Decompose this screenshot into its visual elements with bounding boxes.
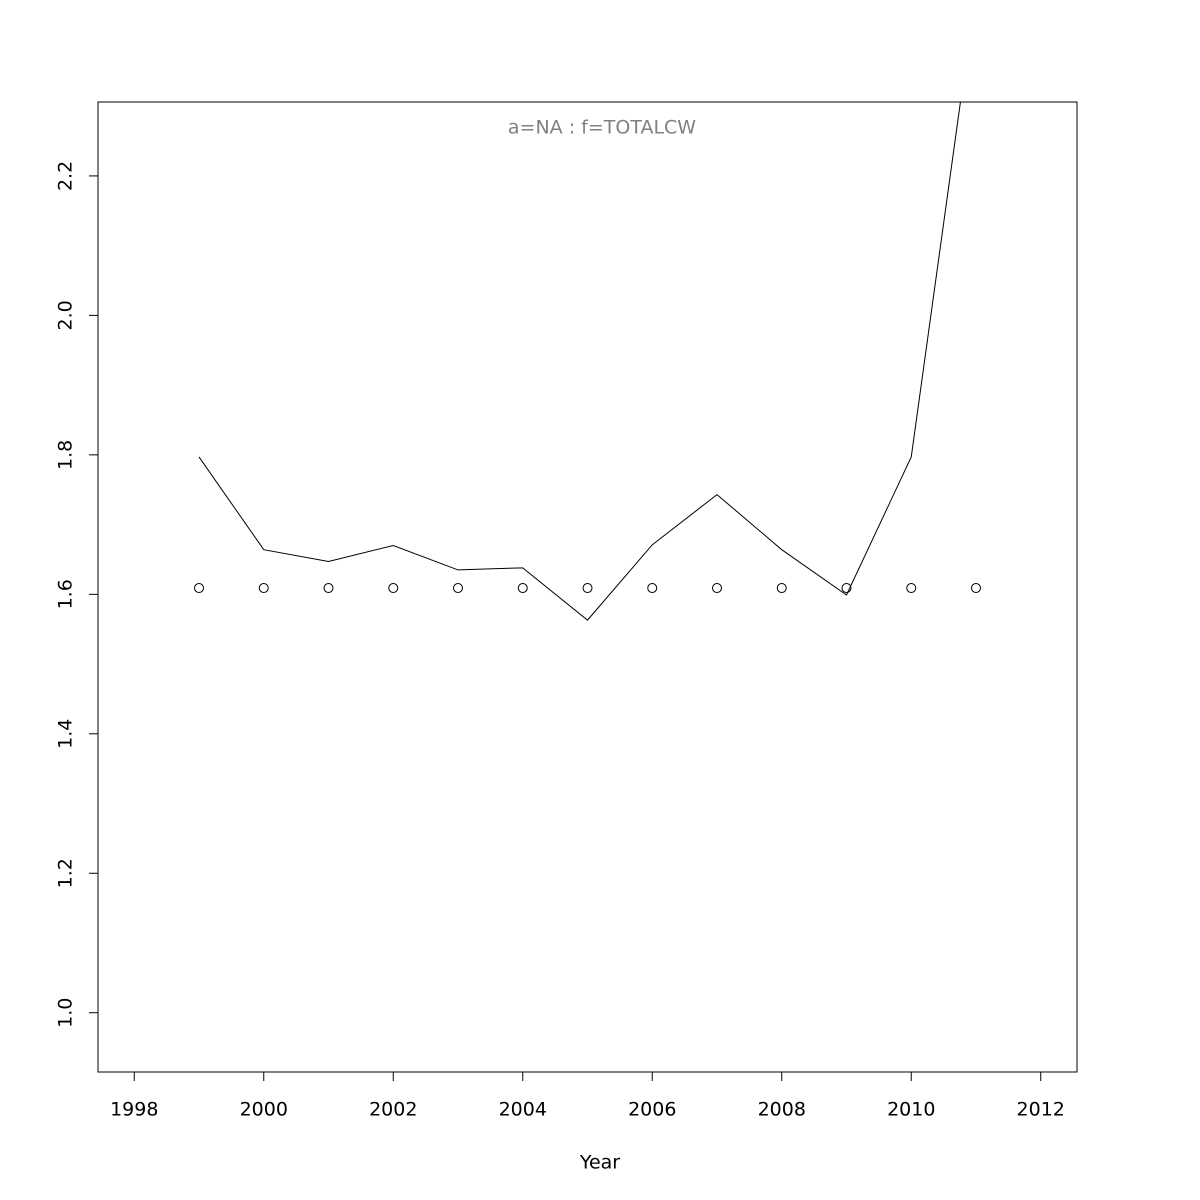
- data-point: [647, 583, 658, 594]
- y-tick-label: 2.0: [55, 300, 77, 330]
- y-tick-label: 1.4: [55, 719, 77, 749]
- data-point: [582, 583, 593, 594]
- data-point: [453, 583, 464, 594]
- data-point: [970, 583, 981, 594]
- x-axis-label: Year: [579, 1152, 620, 1174]
- x-tick-label: 2012: [1017, 1099, 1065, 1121]
- data-point: [517, 583, 528, 594]
- y-tick-label: 1.8: [55, 440, 77, 470]
- data-point: [841, 583, 852, 594]
- x-tick-label: 2000: [240, 1099, 288, 1121]
- x-tick-label: 2004: [499, 1099, 547, 1121]
- data-point: [258, 583, 269, 594]
- y-tick-label: 2.2: [55, 161, 77, 191]
- data-point: [906, 583, 917, 594]
- data-point: [323, 583, 334, 594]
- x-tick-label: 2010: [887, 1099, 935, 1121]
- x-tick-label: 2008: [758, 1099, 806, 1121]
- data-point: [711, 583, 722, 594]
- data-point: [194, 583, 205, 594]
- chart-title: a=NA : f=TOTALCW: [508, 117, 696, 139]
- data-point: [776, 583, 787, 594]
- data-line: [198, 102, 961, 621]
- y-tick-label: 1.6: [55, 579, 77, 609]
- data-point: [388, 583, 399, 594]
- x-tick-label: 2002: [369, 1099, 417, 1121]
- x-tick-label: 1998: [110, 1099, 158, 1121]
- y-tick-label: 1.0: [55, 998, 77, 1028]
- x-tick-label: 2006: [628, 1099, 676, 1121]
- y-tick-label: 1.2: [55, 858, 77, 888]
- plot-area: [194, 102, 981, 621]
- plot-frame: [97, 101, 1078, 1073]
